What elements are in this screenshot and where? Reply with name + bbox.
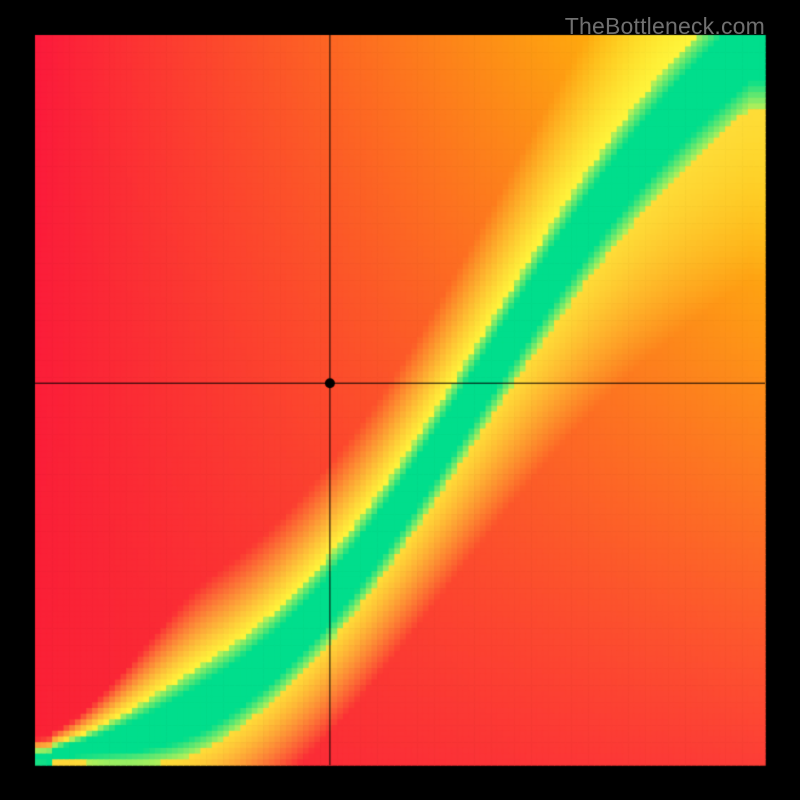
watermark-text: TheBottleneck.com — [565, 13, 765, 40]
chart-container: TheBottleneck.com — [0, 0, 800, 800]
bottleneck-heatmap — [0, 0, 800, 800]
